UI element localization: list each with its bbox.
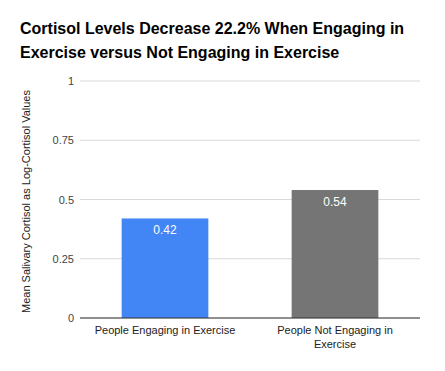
- title-line: Cortisol Levels Decrease 22.2% When Enga…: [20, 20, 404, 37]
- y-axis-label: Mean Salivary Cortisol as Log-Cortisol V…: [20, 90, 32, 313]
- chart-svg: Cortisol Levels Decrease 22.2% When Enga…: [0, 0, 445, 371]
- data-label: 0.42: [153, 223, 177, 237]
- title-line: Exercise versus Not Engaging in Exercise: [20, 44, 339, 61]
- x-tick-label: People Engaging in Exercise: [95, 324, 236, 336]
- x-axis-line: [80, 318, 420, 319]
- bar: [292, 190, 379, 318]
- page: {"chart_data": {"type": "bar", "title": …: [0, 0, 445, 371]
- chart-container: Cortisol Levels Decrease 22.2% When Enga…: [0, 0, 445, 371]
- y-tick-label: 1: [68, 75, 74, 87]
- y-tick-label: 0: [68, 312, 74, 324]
- y-grid: [80, 81, 420, 318]
- grid-line: [80, 81, 420, 82]
- x-tick-label-line: People Engaging in Exercise: [95, 324, 236, 336]
- x-tick-label-line: Exercise: [314, 338, 356, 350]
- title: Cortisol Levels Decrease 22.2% When Enga…: [20, 20, 404, 61]
- y-tick-label: 0.25: [53, 253, 74, 265]
- grid-line: [80, 140, 420, 141]
- grid-line: [80, 318, 420, 319]
- x-tick-label-line: People Not Engaging in: [277, 324, 393, 336]
- data-label: 0.54: [323, 195, 347, 209]
- labels: 0.42 People Engaging in Exercise 0.54 Peopl…: [95, 195, 393, 350]
- bar: [122, 218, 209, 318]
- y-tick-label: 0.75: [53, 134, 74, 146]
- y-tick-label: 0.5: [59, 194, 74, 206]
- bars: [122, 190, 379, 318]
- x-tick-label: People Not Engaging in Exercise: [277, 324, 393, 350]
